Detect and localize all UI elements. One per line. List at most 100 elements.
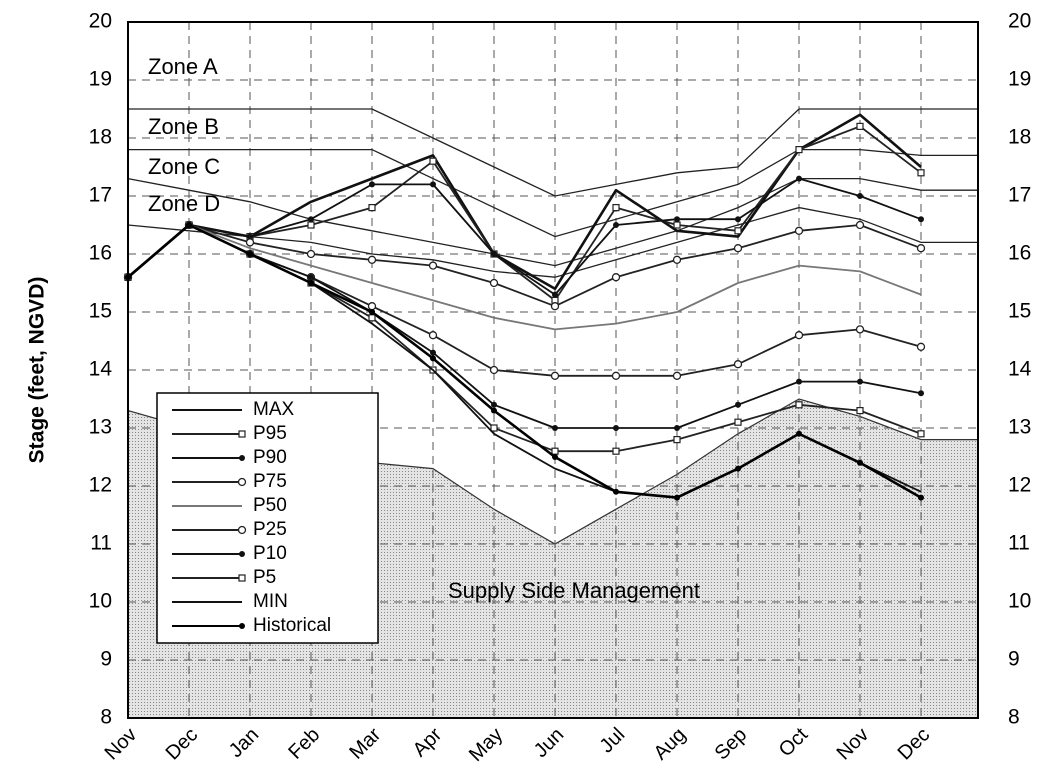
y-axis-label: Stage (feet, NGVD) (26, 277, 49, 464)
y-tick-label: 9 (100, 648, 112, 671)
point (245, 238, 255, 247)
point (552, 291, 558, 298)
point (917, 430, 925, 438)
legend-label: P25 (253, 519, 287, 540)
legend-label: P10 (253, 543, 287, 564)
point (307, 221, 315, 229)
y2-tick-label: 18 (1008, 126, 1031, 149)
point (369, 309, 375, 315)
legend-label: MIN (253, 591, 288, 612)
y2-tick-label: 10 (1008, 590, 1031, 613)
zone-boundary (127, 177, 978, 267)
legend-label: MAX (253, 399, 295, 420)
point (430, 355, 436, 362)
point (796, 430, 802, 437)
point (369, 181, 375, 188)
point (613, 488, 619, 495)
plot-frame (127, 21, 979, 719)
series-line (127, 224, 922, 331)
point (367, 302, 377, 311)
y2-tick-label: 14 (1008, 358, 1032, 381)
y2-tick-label: 19 (1008, 68, 1031, 91)
point (550, 302, 560, 311)
point (308, 280, 314, 286)
legend-label: Historical (253, 615, 331, 636)
point (239, 551, 245, 557)
x-tick-label: Nov (101, 724, 142, 765)
point (552, 454, 558, 460)
point (796, 378, 802, 385)
point (673, 436, 681, 444)
y2-tick-label: 17 (1008, 184, 1031, 207)
point (551, 447, 559, 455)
point (733, 360, 743, 369)
point (733, 244, 743, 253)
zone-boundary (127, 206, 978, 278)
point (428, 331, 438, 340)
point (308, 216, 314, 223)
point (491, 251, 497, 257)
y2-tick-label: 16 (1008, 242, 1031, 265)
point (916, 342, 926, 351)
point (916, 244, 926, 253)
y2-tick-label: 13 (1008, 416, 1031, 439)
point (552, 425, 558, 431)
point (613, 222, 619, 228)
y2-tick-label: 20 (1008, 10, 1031, 33)
point (674, 216, 680, 223)
point (857, 459, 863, 466)
point (306, 249, 316, 259)
point (612, 204, 620, 212)
point (247, 251, 253, 257)
x-tick-label: Dec (162, 724, 203, 765)
point (857, 378, 863, 385)
point (368, 204, 376, 212)
annotation: Zone B (148, 114, 219, 139)
annotation: Supply Side Management (448, 578, 700, 603)
point (367, 255, 377, 264)
point (855, 325, 865, 334)
point (918, 216, 924, 223)
point (428, 261, 438, 270)
y-tick-label: 19 (89, 68, 112, 91)
point (430, 349, 436, 356)
point (794, 331, 804, 340)
point (672, 371, 682, 380)
legend-label: P5 (253, 567, 276, 588)
x-tick-label: Mar (345, 723, 385, 763)
x-tick-label: Jul (596, 724, 630, 758)
point (308, 274, 314, 281)
y-tick-label: 14 (89, 358, 113, 381)
point (489, 278, 499, 288)
point (796, 175, 802, 182)
legend-label: P50 (253, 495, 287, 516)
annotation: Zone D (148, 191, 220, 216)
y2-tick-label: 11 (1008, 532, 1030, 555)
point (430, 181, 436, 188)
point (238, 574, 246, 582)
y-tick-label: 17 (89, 184, 112, 207)
y2-tick-label: 12 (1008, 474, 1031, 497)
point (918, 390, 924, 397)
point (856, 407, 864, 415)
y-tick-label: 12 (89, 474, 112, 497)
legend-label: P75 (253, 471, 287, 492)
y-tick-label: 15 (89, 300, 112, 323)
point (673, 221, 681, 229)
point (186, 222, 192, 228)
x-tick-label: Jan (225, 724, 263, 762)
point (611, 371, 621, 380)
y2-tick-label: 8 (1008, 706, 1020, 729)
x-tick-label: Nov (833, 724, 874, 765)
y-tick-label: 8 (100, 706, 112, 729)
x-tick-label: Sep (711, 724, 752, 765)
x-tick-label: Oct (775, 723, 813, 761)
point (368, 314, 376, 322)
y-tick-label: 13 (89, 416, 112, 439)
x-tick-label: Apr (409, 723, 447, 761)
x-tick-label: May (465, 724, 507, 766)
x-tick-label: Jun (530, 724, 568, 762)
point (734, 227, 742, 235)
point (429, 157, 437, 165)
